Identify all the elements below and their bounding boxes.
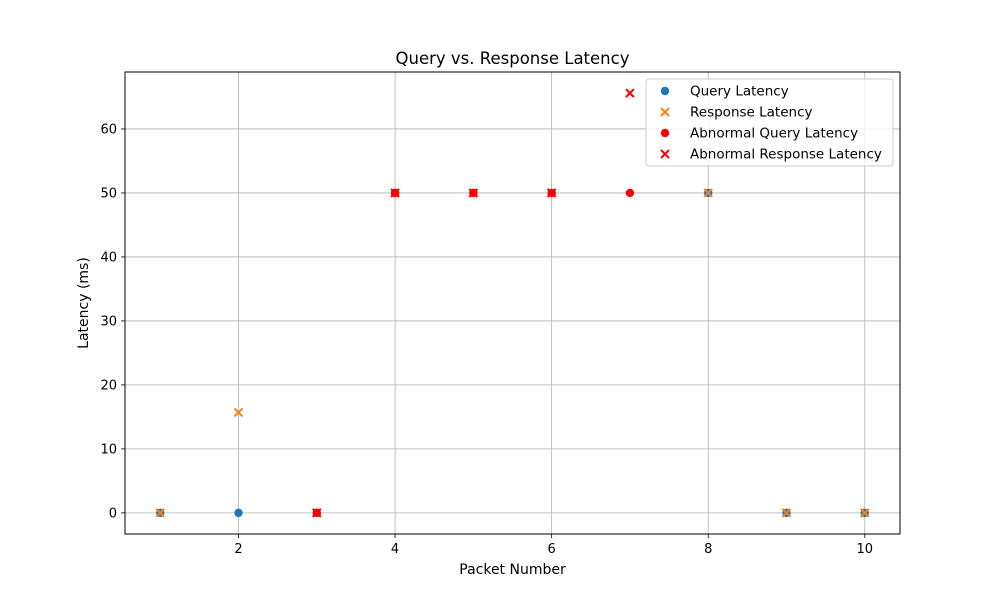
grid-lines [125,72,900,534]
y-tick-label: 50 [100,186,117,201]
x-point [703,188,713,198]
x-point [860,508,870,518]
x-point [312,508,322,518]
legend-marker [660,128,670,138]
y-tick-label: 30 [100,314,117,329]
data-points [155,88,870,518]
legend-item: Query Latency [660,84,789,100]
x-point [390,188,400,198]
legend-marker [660,107,670,117]
x-point [155,508,165,518]
y-tick-label: 20 [100,378,117,393]
legend-label: Abnormal Response Latency [690,147,882,163]
plot-frame [124,71,901,535]
x-point [468,188,479,198]
chart-title: Query vs. Response Latency [396,49,630,68]
circle-point [625,188,635,198]
x-tick-label: 10 [856,542,873,557]
y-tick-label: 10 [100,442,117,457]
x-tick-label: 4 [391,542,399,557]
legend-marker [660,149,670,159]
x-point [233,407,244,418]
x-point [781,508,792,518]
x-tick-label: 6 [548,542,556,557]
y-tick-label: 60 [100,122,117,137]
legend: Query Latency Response Latency Abnormal Qu… [645,78,894,167]
legend-label: Query Latency [690,84,789,100]
legend-item: Abnormal Query Latency [660,126,858,142]
circle-point [234,508,243,518]
y-tick-label: 0 [109,506,117,521]
x-point [625,88,635,98]
axis-ticks: 2 4 6 8 10 0 10 20 30 40 50 60 [100,122,873,557]
series-4 [312,88,635,518]
y-axis-label: Latency (ms) [76,257,92,349]
legend-item: Abnormal Response Latency [660,147,882,163]
x-tick-label: 2 [234,542,242,557]
legend-item: Response Latency [660,105,813,121]
y-tick-label: 40 [100,250,117,265]
x-tick-label: 8 [704,542,712,557]
x-axis-label: Packet Number [459,562,566,578]
legend-label: Abnormal Query Latency [690,126,858,142]
legend-box [645,78,894,167]
x-point [546,188,557,198]
legend-marker [660,86,670,96]
legend-label: Response Latency [690,105,813,121]
